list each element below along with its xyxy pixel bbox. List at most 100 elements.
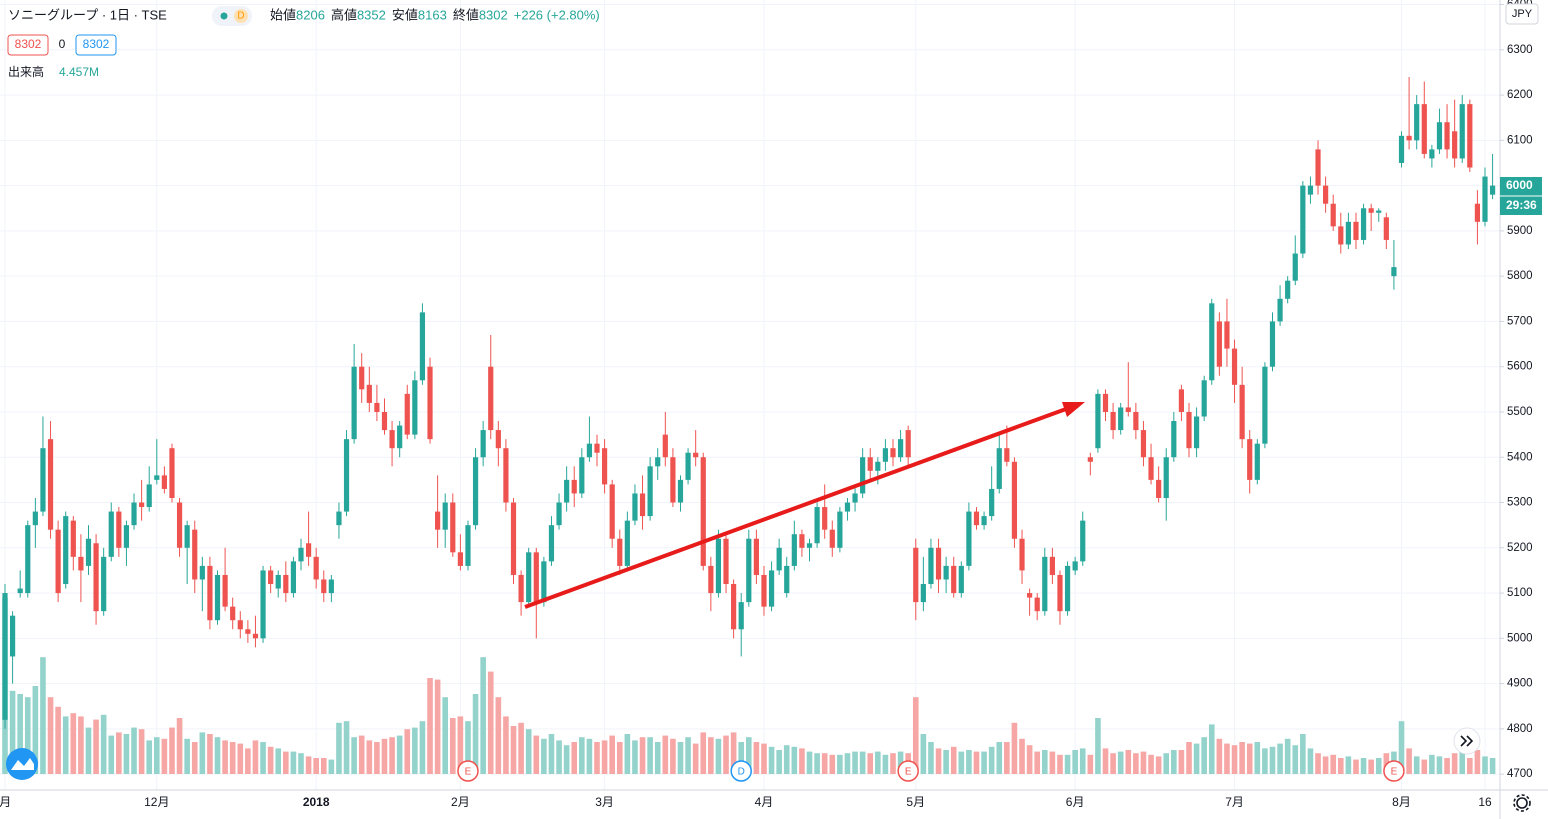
candle-body	[533, 552, 539, 603]
candle-body	[958, 565, 964, 594]
volume-bar	[928, 742, 934, 774]
candle-body	[222, 574, 228, 607]
candle-body	[404, 393, 410, 435]
volume-bar	[199, 732, 206, 774]
candle-body	[1027, 593, 1033, 598]
candle-body	[78, 556, 84, 571]
volume-bar	[131, 727, 137, 774]
candle-body	[981, 516, 987, 526]
candle-body	[1133, 411, 1139, 431]
volume-bar	[381, 738, 388, 774]
candle-body	[738, 602, 744, 630]
volume-bar	[70, 713, 77, 774]
volume-bar	[412, 727, 418, 774]
event-label: E	[905, 767, 912, 778]
buy-badge[interactable]	[75, 34, 117, 56]
ohlc-label: 高値	[331, 7, 357, 22]
volume-bar	[1337, 758, 1344, 774]
volume-bar	[685, 737, 691, 774]
candle-body	[321, 579, 327, 594]
volume-bar	[1330, 754, 1337, 774]
currency-box[interactable]	[1505, 3, 1539, 25]
volume-bar	[1140, 751, 1147, 774]
candle-body	[768, 570, 775, 607]
volume-bar	[283, 751, 289, 774]
volume-bar	[32, 686, 39, 774]
volume-bar	[366, 740, 373, 774]
event-marker[interactable]	[897, 760, 919, 782]
candle-body	[1269, 321, 1276, 367]
settings-icon[interactable]	[1516, 797, 1528, 809]
volume-bar	[275, 748, 282, 774]
candle-body	[1467, 104, 1473, 168]
volume-bar	[510, 726, 517, 774]
candle-body	[1315, 149, 1321, 186]
volume-bar	[47, 697, 54, 774]
candle-body	[139, 502, 145, 508]
volume-bar	[229, 742, 236, 774]
candle-body	[867, 457, 873, 471]
candle-body	[495, 430, 501, 449]
volume-bar	[358, 735, 365, 774]
event-marker[interactable]	[457, 760, 479, 782]
candle-body	[897, 439, 904, 458]
candle-body	[389, 430, 395, 449]
sell-badge[interactable]	[7, 34, 49, 56]
volume-bar	[821, 753, 828, 774]
volume-bar	[988, 746, 995, 774]
volume-bar	[138, 729, 145, 774]
candle-body	[1186, 411, 1192, 449]
candle-body	[639, 493, 646, 517]
volume-bar	[594, 742, 600, 774]
x-tick-label: 5月	[906, 795, 925, 809]
volume-bar	[260, 742, 266, 774]
ohlc-value: 8352	[357, 7, 386, 22]
x-tick-label: 4月	[755, 795, 774, 809]
volume-bar	[108, 735, 115, 774]
candle-body	[313, 556, 319, 580]
candle-body	[617, 538, 623, 566]
volume-bar	[9, 690, 16, 774]
candle-body	[746, 538, 752, 603]
ohlc-label: 安値	[392, 7, 418, 22]
volume-bar	[320, 758, 327, 774]
volume-bar	[1284, 738, 1291, 774]
volume-bar	[1429, 754, 1435, 774]
candle-body	[55, 529, 61, 594]
candle-body	[1140, 430, 1147, 458]
volume-bar	[912, 697, 919, 774]
candle-body	[844, 502, 851, 512]
volume-bar	[548, 734, 555, 774]
event-marker[interactable]	[730, 760, 752, 782]
volume-bar	[753, 742, 760, 774]
candle-body	[442, 502, 448, 530]
volume-bar	[252, 740, 259, 774]
candle-body	[852, 493, 858, 503]
candle-body	[700, 457, 706, 566]
candle-body	[488, 366, 494, 431]
volume-bar	[1482, 756, 1488, 774]
sell-price: 8302	[15, 37, 42, 51]
candle-body	[609, 484, 615, 539]
candle-body	[571, 479, 577, 494]
volume-bar	[237, 743, 244, 774]
volume-bar	[692, 743, 699, 774]
candle-body	[252, 633, 259, 639]
volume-bar	[1072, 750, 1078, 774]
candle-body	[108, 511, 114, 557]
currency: JPY	[1512, 8, 1533, 20]
y-tick-label: 5100	[1507, 587, 1533, 599]
candle-body	[63, 516, 69, 585]
arrow-line	[524, 407, 1067, 609]
candle-body	[996, 448, 1002, 489]
volume-bar	[313, 758, 319, 774]
volume-bar	[1148, 754, 1154, 774]
volume-bar	[17, 694, 23, 774]
candle-body	[1452, 131, 1458, 159]
event-marker[interactable]	[1383, 760, 1405, 782]
candle-body	[305, 543, 312, 557]
volume-bar	[700, 732, 707, 774]
candle-body	[1163, 457, 1169, 498]
volume-bar	[374, 742, 380, 774]
candle-body	[814, 507, 820, 544]
